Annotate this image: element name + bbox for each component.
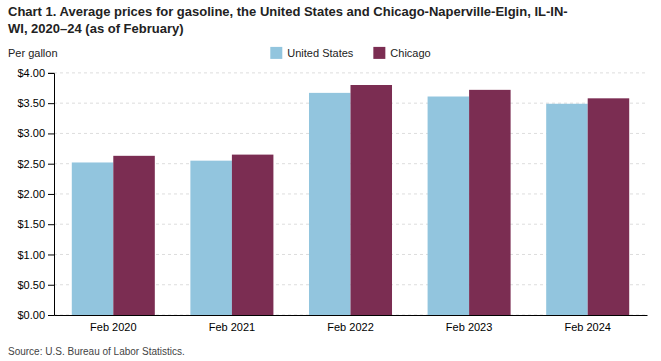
y-tick-mark [48, 103, 54, 104]
y-tick: $2.50 [17, 158, 54, 170]
bar [469, 90, 511, 315]
title-line: Chart 1. Average prices for gasoline, th… [8, 4, 568, 19]
bar [546, 104, 588, 315]
y-axis: $0.00 $0.50 $1.00 $1.50 $2.00 $2.50 $3.00 $3.50… [17, 67, 54, 321]
legend-swatch [270, 47, 282, 59]
legend-item: Chicago [373, 47, 430, 59]
bar [428, 97, 470, 315]
bar [72, 162, 114, 315]
y-tick-mark [48, 133, 54, 134]
y-tick-label: $2.00 [17, 188, 45, 200]
legend-label: Chicago [390, 47, 430, 59]
y-tick: $1.50 [17, 218, 54, 230]
y-tick-mark [48, 73, 54, 74]
bar [309, 93, 351, 315]
source: Source: U.S. Bureau of Labor Statistics. [8, 346, 185, 357]
title: Chart 1. Average prices for gasoline, th… [8, 4, 568, 36]
y-tick-label: $3.50 [17, 97, 45, 109]
x-tick: Feb 2022 [327, 321, 373, 333]
plot: $0.00 $0.50 $1.00 $1.50 $2.00 $2.50 $3.00 $3.50… [17, 67, 647, 333]
y-tick: $2.00 [17, 188, 54, 200]
bar [190, 161, 232, 315]
y-tick-label: $2.50 [17, 158, 45, 170]
y-tick-mark [48, 285, 54, 286]
y-tick: $0.50 [17, 279, 54, 291]
y-tick-label: $1.00 [17, 248, 45, 260]
y-tick-label: $0.50 [17, 279, 45, 291]
y-tick: $4.00 [17, 67, 54, 79]
x-tick-label: Feb 2022 [327, 321, 373, 333]
chart: Chart 1. Average prices for gasoline, th… [0, 0, 661, 361]
y-tick: $1.00 [17, 248, 54, 260]
legend-swatch [373, 47, 385, 59]
y-tick: $3.50 [17, 97, 54, 109]
x-tick-label: Feb 2024 [564, 321, 610, 333]
x-axis-line [55, 315, 648, 316]
legend-label: United States [287, 47, 354, 59]
y-axis-label: Per gallon [8, 47, 58, 59]
y-tick-label: $1.50 [17, 218, 45, 230]
legend-item: United States [270, 47, 354, 59]
x-axis: Feb 2020 Feb 2021 Feb 2022 Feb 2023 Feb 2024 [55, 316, 648, 333]
grid-line [54, 72, 647, 73]
legend: United States Chicago [270, 47, 430, 59]
bar [588, 98, 630, 315]
y-axis-line [48, 73, 55, 315]
y-tick-mark [48, 224, 54, 225]
x-tick-label: Feb 2020 [90, 321, 136, 333]
x-tick-label: Feb 2021 [209, 321, 255, 333]
x-tick: Feb 2024 [564, 321, 610, 333]
x-tick-label: Feb 2023 [446, 321, 492, 333]
bars [72, 85, 629, 315]
bar [113, 156, 155, 315]
grid [54, 73, 647, 315]
y-tick-label: $0.00 [17, 309, 45, 321]
y-tick-label: $3.00 [17, 127, 45, 139]
x-tick: Feb 2021 [209, 321, 255, 333]
bar [232, 155, 274, 315]
y-tick: $3.00 [17, 127, 54, 139]
bar [351, 85, 393, 315]
x-tick: Feb 2023 [446, 321, 492, 333]
y-tick-mark [48, 194, 54, 195]
y-tick: $0.00 [17, 309, 54, 321]
y-tick-mark [48, 164, 54, 165]
title-line: WI, 2020–24 (as of February) [8, 21, 184, 36]
bar-series [113, 85, 629, 315]
y-tick-mark [48, 254, 54, 255]
x-tick: Feb 2020 [90, 321, 136, 333]
y-tick-mark [48, 315, 54, 316]
y-tick-label: $4.00 [17, 67, 45, 79]
